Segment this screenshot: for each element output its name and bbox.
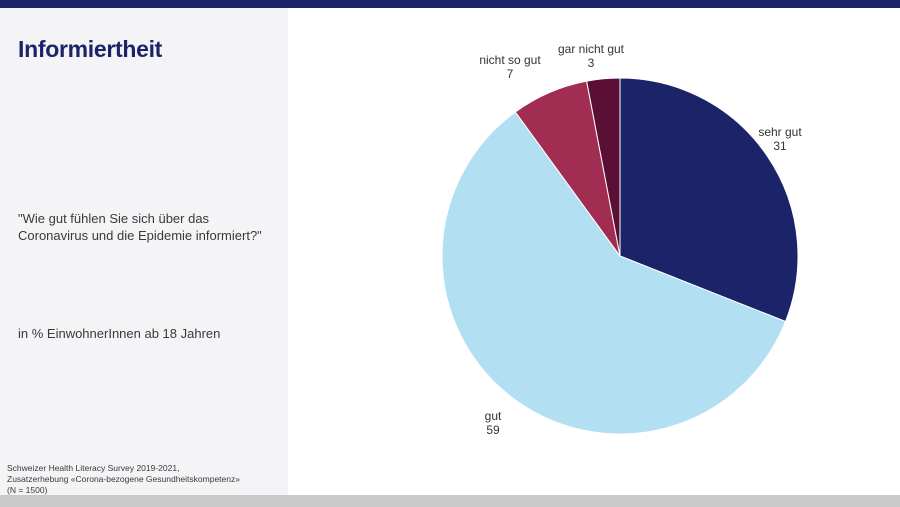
pie-slice-gar-nicht-gut bbox=[586, 77, 621, 257]
source-line-1: Schweizer Health Literacy Survey 2019-20… bbox=[7, 463, 180, 473]
survey-question-line-1: "Wie gut fühlen Sie sich über das bbox=[18, 211, 210, 226]
survey-question-line-2: Coronavirus und die Epidemie informiert?… bbox=[18, 228, 262, 243]
slice-value-label: 31 bbox=[773, 139, 787, 153]
source-note: Schweizer Health Literacy Survey 2019-20… bbox=[7, 463, 282, 496]
footer-bar bbox=[0, 495, 900, 507]
slice-label: nicht so gut bbox=[479, 53, 541, 67]
source-line-2: Zusatzerhebung «Corona-bezogene Gesundhe… bbox=[7, 474, 240, 484]
slice-label: sehr gut bbox=[758, 125, 802, 139]
left-panel bbox=[0, 8, 288, 495]
source-line-3: (N = 1500) bbox=[7, 485, 48, 495]
slice-value-label: 59 bbox=[486, 423, 500, 437]
slice-label: gar nicht gut bbox=[558, 42, 625, 56]
pie-slice-gut bbox=[441, 111, 787, 435]
slice-value-label: 7 bbox=[507, 67, 514, 81]
header-bar bbox=[0, 0, 900, 8]
slide-title: Informiertheit bbox=[18, 36, 163, 62]
pie-slice-sehr-gut bbox=[619, 77, 799, 323]
slice-value-label: 3 bbox=[588, 56, 595, 70]
unit-note: in % EinwohnerInnen ab 18 Jahren bbox=[18, 326, 221, 341]
slice-label: gut bbox=[485, 409, 502, 423]
survey-question: "Wie gut fühlen Sie sich über das Corona… bbox=[18, 210, 280, 244]
